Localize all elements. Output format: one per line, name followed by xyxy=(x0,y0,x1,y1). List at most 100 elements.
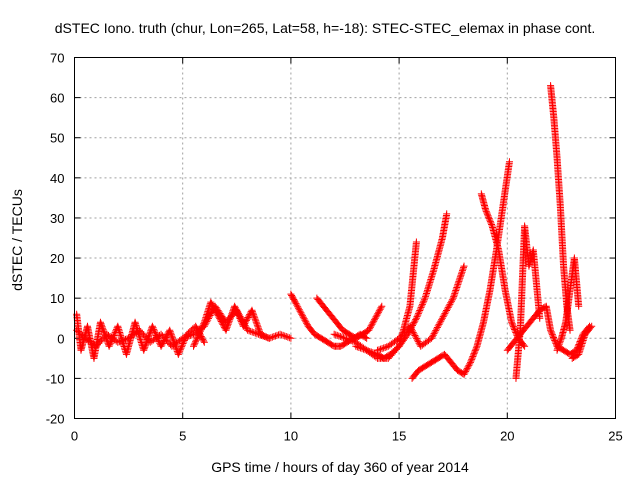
data-point xyxy=(447,299,455,307)
data-point xyxy=(101,332,109,340)
data-point xyxy=(270,333,278,341)
data-point xyxy=(548,331,556,339)
data-point xyxy=(242,316,250,324)
data-point xyxy=(102,333,110,341)
data-point xyxy=(566,326,574,334)
data-point xyxy=(412,333,420,341)
data-point xyxy=(370,349,378,357)
data-point xyxy=(433,325,441,333)
data-point xyxy=(547,326,555,334)
data-point xyxy=(216,315,224,323)
data-point xyxy=(557,336,565,344)
chart-title: dSTEC Iono. truth (chur, Lon=265, Lat=58… xyxy=(55,20,595,36)
data-point xyxy=(455,277,463,285)
data-point xyxy=(233,307,241,315)
data-point xyxy=(553,346,561,354)
data-point xyxy=(554,345,562,353)
data-point xyxy=(381,343,389,351)
data-point xyxy=(438,314,446,322)
data-point xyxy=(199,335,207,343)
data-point xyxy=(372,350,380,358)
data-point xyxy=(446,300,454,308)
data-point xyxy=(236,315,244,323)
data-point xyxy=(508,320,516,328)
data-point xyxy=(194,333,202,341)
data-point xyxy=(295,306,303,314)
data-point xyxy=(468,355,476,363)
data-point xyxy=(429,331,437,339)
data-point xyxy=(197,326,205,334)
data-point xyxy=(159,338,167,346)
data-point xyxy=(456,273,464,281)
data-point xyxy=(380,344,388,352)
data-point xyxy=(556,337,564,345)
data-point xyxy=(153,333,161,341)
data-point xyxy=(373,346,381,354)
data-point xyxy=(171,341,179,349)
data-point xyxy=(415,308,423,316)
data-point xyxy=(223,323,231,331)
data-point xyxy=(291,297,299,305)
data-point xyxy=(472,345,480,353)
x-axis-label: GPS time / hours of day 360 of year 2014 xyxy=(211,459,469,475)
data-point xyxy=(232,305,240,313)
data-point xyxy=(470,350,478,358)
data-point xyxy=(150,327,158,335)
data-point xyxy=(297,309,305,317)
data-point xyxy=(168,332,176,340)
data-point xyxy=(177,344,185,352)
data-point xyxy=(551,336,559,344)
data-point xyxy=(140,346,148,354)
data-point xyxy=(100,329,108,337)
data-point xyxy=(367,322,375,330)
data-point xyxy=(208,301,216,309)
data-point xyxy=(411,317,419,325)
data-point xyxy=(190,341,198,349)
data-point xyxy=(375,308,383,316)
data-point xyxy=(100,327,108,335)
data-point xyxy=(548,329,556,337)
data-point xyxy=(460,262,468,270)
data-point xyxy=(244,326,252,334)
data-point xyxy=(247,327,255,335)
data-point xyxy=(430,330,438,338)
data-point xyxy=(376,305,384,313)
data-point xyxy=(520,341,528,349)
data-point xyxy=(452,287,460,295)
data-point xyxy=(223,325,231,333)
data-point xyxy=(176,346,184,354)
data-point xyxy=(469,351,477,359)
data-point xyxy=(200,338,208,346)
data-point xyxy=(484,212,492,220)
data-point xyxy=(363,334,371,342)
data-point xyxy=(251,315,259,323)
data-point xyxy=(262,333,270,341)
data-point xyxy=(145,333,153,341)
data-point xyxy=(450,291,458,299)
data-point xyxy=(141,343,149,351)
data-point xyxy=(172,343,180,351)
data-point xyxy=(196,327,204,335)
data-point xyxy=(420,296,428,304)
data-point xyxy=(349,337,357,345)
data-point xyxy=(248,306,256,314)
data-point xyxy=(255,326,263,334)
data-point xyxy=(96,318,104,326)
data-point xyxy=(344,335,352,343)
data-point xyxy=(378,345,386,353)
data-point xyxy=(192,322,200,330)
data-point xyxy=(355,343,363,351)
data-point xyxy=(554,343,562,351)
data-point xyxy=(228,310,236,318)
data-point xyxy=(254,323,262,331)
data-point xyxy=(413,335,421,343)
data-point xyxy=(452,285,460,293)
data-point xyxy=(339,334,347,342)
data-point xyxy=(575,302,583,310)
data-point xyxy=(175,349,183,357)
data-point xyxy=(213,309,221,317)
y-axis-label: dSTEC / TECUs xyxy=(9,189,25,291)
data-point xyxy=(508,318,516,326)
data-point xyxy=(291,298,299,306)
data-point xyxy=(234,310,242,318)
